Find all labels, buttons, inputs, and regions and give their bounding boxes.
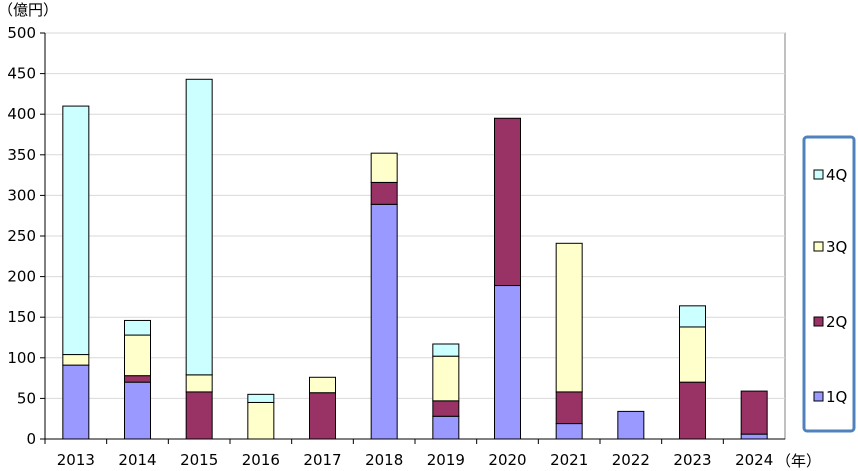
bar-segment-3q	[247, 401, 275, 440]
legend-label-3q: 3Q	[826, 238, 847, 256]
y-tick-label: 50	[17, 389, 36, 407]
x-tick-label: 2021	[550, 451, 588, 469]
legend-swatch-2q	[813, 316, 824, 327]
y-tick-label: 450	[7, 65, 36, 83]
axes: 0 50 100 150 200 250 300 350 400 450 500 2013 2014 20…	[7, 24, 785, 469]
bar-segment-2q	[309, 392, 336, 440]
bar-segment-2q	[432, 400, 460, 417]
legend-box	[802, 135, 856, 433]
legend-label-1q: 1Q	[826, 388, 847, 406]
bar-segment-3q	[309, 376, 336, 394]
bar-segment-2q	[185, 391, 213, 440]
bar-segment-3q	[555, 242, 583, 393]
bar-segment-1q	[62, 364, 90, 440]
bar-segment-3q	[370, 152, 398, 183]
y-unit-label: （億円）	[0, 1, 58, 19]
legend-swatch-4q	[813, 169, 824, 180]
y-tick-label: 0	[26, 430, 36, 448]
y-tick-label: 400	[7, 105, 36, 123]
bar-segment-1q	[124, 381, 151, 440]
bar-segment-3q	[124, 334, 151, 377]
bars	[62, 78, 768, 440]
bar-segment-4q	[247, 393, 275, 403]
bar-segment-2q	[370, 181, 398, 205]
y-tick-label: 200	[7, 268, 36, 286]
y-tick-label: 100	[7, 349, 36, 367]
x-tick-label: 2015	[180, 451, 218, 469]
x-tick-label: 2016	[242, 451, 280, 469]
x-tick-label: 2017	[303, 451, 341, 469]
x-tick-label: 2019	[427, 451, 465, 469]
bar-segment-3q	[432, 355, 460, 402]
bar-segment-1q	[494, 285, 521, 440]
bar-segment-2q	[124, 375, 151, 383]
bar-segment-2q	[679, 381, 706, 440]
x-tick-label: 2020	[488, 451, 526, 469]
bar-segment-1q	[432, 415, 460, 440]
gridlines	[44, 32, 786, 440]
x-tick-label: 2014	[118, 451, 156, 469]
legend-label-4q: 4Q	[826, 166, 847, 184]
legend-swatch-3q	[813, 241, 824, 252]
y-tick-label: 300	[7, 186, 36, 204]
x-unit-label: （年）	[776, 452, 821, 470]
x-tick-label: 2023	[673, 451, 711, 469]
bar-segment-1q	[740, 433, 768, 440]
bar-segment-4q	[62, 105, 90, 356]
y-tick-label: 500	[7, 24, 36, 42]
bar-segment-4q	[185, 78, 213, 376]
legend-swatch-1q	[813, 391, 824, 402]
bar-segment-1q	[617, 410, 645, 440]
bar-segment-1q	[555, 423, 583, 440]
bar-segment-2q	[555, 391, 583, 425]
bar-segment-4q	[124, 319, 151, 336]
legend-label-2q: 2Q	[826, 313, 847, 331]
bar-segment-3q	[185, 374, 213, 393]
legend: 4Q 3Q 2Q 1Q	[802, 135, 856, 433]
bar-segment-4q	[679, 305, 706, 328]
bar-segment-1q	[370, 203, 398, 440]
x-tick-label: 2018	[365, 451, 403, 469]
bar-segment-4q	[432, 343, 460, 357]
x-tick-label: 2024	[735, 451, 773, 469]
y-tick-label: 250	[7, 227, 36, 245]
x-tick-label: 2013	[57, 451, 95, 469]
x-tick-label: 2022	[612, 451, 650, 469]
y-tick-label: 350	[7, 146, 36, 164]
y-tick-label: 150	[7, 308, 36, 326]
bar-segment-2q	[740, 390, 768, 435]
bar-segment-3q	[62, 354, 90, 366]
bar-segment-2q	[494, 117, 521, 287]
bar-segment-3q	[679, 326, 706, 383]
